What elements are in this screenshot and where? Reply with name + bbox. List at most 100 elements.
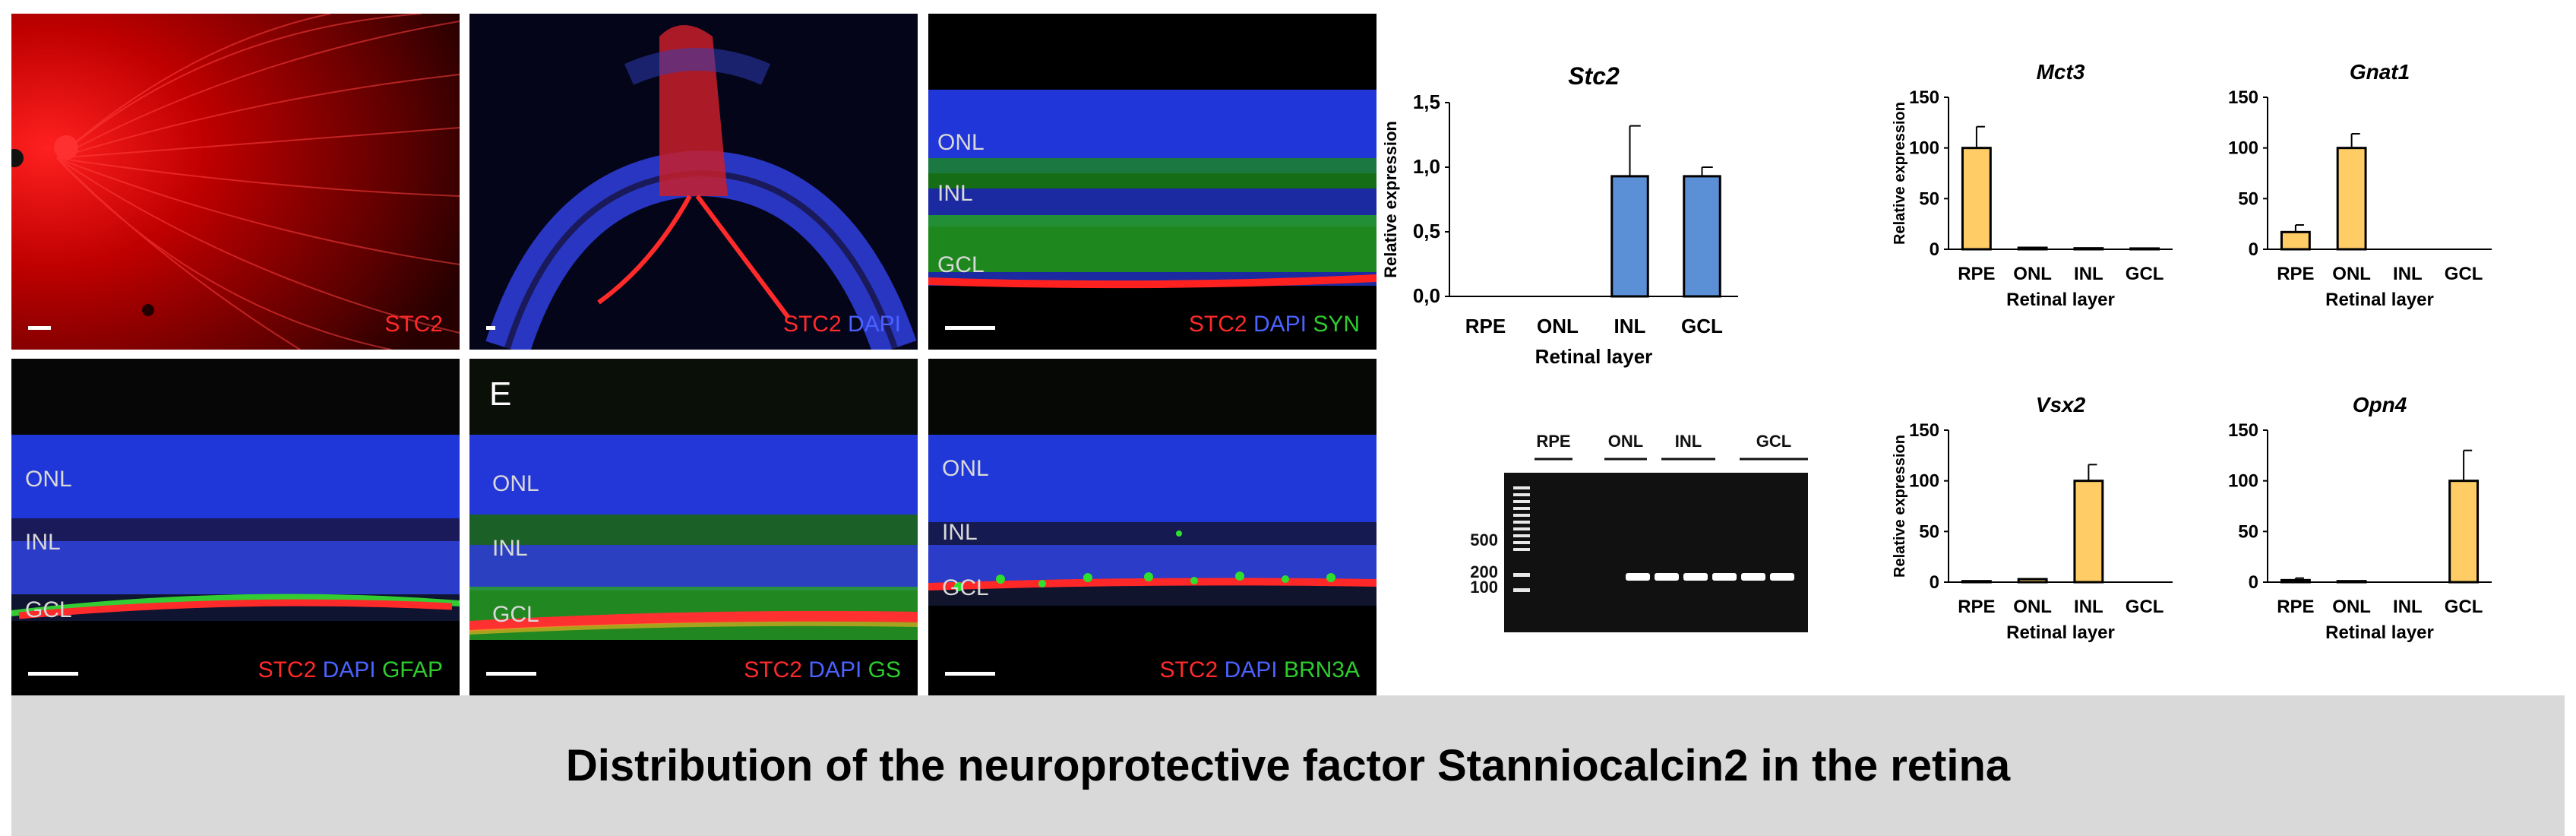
stain-legend: STC2 DAPI SYN bbox=[1189, 312, 1360, 337]
pcr-band bbox=[1683, 573, 1708, 581]
wholemount-image bbox=[11, 14, 460, 350]
scale-bar bbox=[945, 672, 995, 676]
stain-legend: STC2 DAPI BRN3A bbox=[1160, 657, 1360, 683]
pcr-band bbox=[1770, 573, 1794, 581]
ladder-size-label: 200 bbox=[1470, 562, 1498, 581]
bar-rpe bbox=[1961, 147, 1992, 251]
legend-stc2: STC2 bbox=[384, 312, 443, 337]
layer-label-onl: ONL bbox=[937, 130, 985, 155]
chart-opn4: Opn4 0 50 100 150 RPE ONL INL GCL Retinal layer bbox=[2203, 393, 2507, 686]
y-tick-label: 50 bbox=[2238, 188, 2258, 209]
chart-gnat1-svg: Gnat1 0 50 100 150 RPE ONL INL GCL Retinal layer bbox=[2228, 60, 2492, 310]
scale-bar bbox=[486, 326, 495, 330]
legend-dapi: DAPI bbox=[1253, 312, 1307, 337]
category-label: INL bbox=[1614, 315, 1646, 337]
bar-inl bbox=[1610, 175, 1649, 298]
gel-lane-label: RPE bbox=[1536, 432, 1570, 451]
chart-mct3: Mct3 0 50 100 150 Relative expression RPE ONL IN… bbox=[1884, 60, 2188, 353]
y-tick-label: 100 bbox=[1909, 138, 1939, 159]
gel-lane-label: INL bbox=[1675, 432, 1702, 451]
legend-dapi: DAPI bbox=[322, 657, 376, 682]
panel-d-retina-gfap: ONL INL GCL STC2 DAPI GFAP bbox=[11, 359, 460, 695]
category-label: RPE bbox=[2277, 264, 2314, 284]
retina-gs-image bbox=[469, 359, 918, 640]
legend-gfap: GFAP bbox=[381, 657, 443, 682]
ladder-band bbox=[1513, 534, 1530, 537]
ladder-band bbox=[1513, 548, 1530, 551]
category-label: INL bbox=[2074, 597, 2103, 617]
category-label: INL bbox=[2074, 264, 2103, 284]
ladder-band bbox=[1513, 521, 1530, 524]
layer-label-inl: INL bbox=[937, 181, 973, 206]
retina-brn3a-image bbox=[928, 359, 1377, 606]
x-axis-label: Retinal layer bbox=[2325, 290, 2434, 310]
chart-stc2-svg: Stc2 0,0 0,5 1,0 1,5 Relative expression RPE ON… bbox=[1381, 62, 1738, 368]
y-tick-label: 50 bbox=[1919, 521, 1939, 542]
stain-legend: STC2 DAPI GFAP bbox=[258, 657, 443, 683]
category-label: GCL bbox=[2126, 264, 2164, 284]
category-label: RPE bbox=[2277, 597, 2314, 617]
bar-rpe bbox=[2280, 578, 2311, 584]
category-label: INL bbox=[2393, 597, 2423, 617]
layer-label-gcl: GCL bbox=[937, 252, 985, 277]
pcr-band bbox=[1626, 573, 1650, 581]
chart-vsx2: Vsx2 0 50 100 150 Relative expression RPE ONL IN… bbox=[1884, 393, 2188, 686]
bar-rpe bbox=[1961, 580, 1992, 584]
stain-legend: STC2 bbox=[384, 312, 443, 337]
y-tick-label: 0 bbox=[1930, 239, 1939, 260]
pcr-band bbox=[1655, 573, 1679, 581]
legend-stc2: STC2 bbox=[782, 312, 842, 337]
stain-legend: STC2 DAPI GS bbox=[744, 657, 901, 683]
ladder-band bbox=[1513, 493, 1530, 496]
layer-label-inl: INL bbox=[492, 536, 528, 561]
ladder-size-label: 100 bbox=[1470, 578, 1498, 597]
legend-syn: SYN bbox=[1313, 312, 1360, 337]
chart-opn4-svg: Opn4 0 50 100 150 RPE ONL INL GCL Retinal layer bbox=[2228, 393, 2492, 643]
bar-onl bbox=[2017, 578, 2048, 584]
ladder-band bbox=[1513, 486, 1530, 489]
panel-c-retina-syn: ONL INL GCL STC2 DAPI SYN bbox=[928, 14, 1377, 350]
legend-stc2: STC2 bbox=[258, 657, 317, 682]
category-label: RPE bbox=[1958, 264, 1995, 284]
ladder-band bbox=[1513, 514, 1530, 517]
bar-onl bbox=[2336, 147, 2367, 251]
panel-e-retina-gs: E ONL INL GCL STC2 DAPI GS bbox=[469, 359, 918, 695]
pcr-band bbox=[1741, 573, 1765, 581]
layer-label-gcl: GCL bbox=[25, 597, 72, 622]
legend-stc2: STC2 bbox=[1188, 312, 1247, 337]
pcr-band bbox=[1712, 573, 1737, 581]
gel-lane-label: GCL bbox=[1756, 432, 1791, 451]
chart-title: Mct3 bbox=[2037, 60, 2085, 84]
bar-rpe bbox=[2280, 230, 2311, 251]
legend-dapi: DAPI bbox=[808, 657, 862, 682]
y-axis-label: Relative expression bbox=[1381, 121, 1400, 278]
layer-label-inl: INL bbox=[25, 530, 61, 555]
retina-syn-image bbox=[928, 90, 1377, 289]
scale-bar bbox=[28, 326, 51, 330]
title-banner: Distribution of the neuroprotective fact… bbox=[11, 695, 2565, 836]
ladder-size-label: 500 bbox=[1470, 530, 1498, 549]
scale-bar bbox=[28, 672, 78, 676]
category-label: GCL bbox=[1681, 315, 1723, 337]
legend-dapi: DAPI bbox=[847, 312, 901, 337]
legend-gs: GS bbox=[868, 657, 901, 682]
chart-gnat1: Gnat1 0 50 100 150 RPE ONL INL GCL Retinal layer bbox=[2203, 60, 2507, 353]
y-tick-label: 150 bbox=[2228, 87, 2258, 108]
ladder-band bbox=[1513, 527, 1530, 530]
category-label: ONL bbox=[2332, 597, 2371, 617]
y-tick-label: 0 bbox=[1930, 572, 1939, 593]
x-axis-label: Retinal layer bbox=[2006, 622, 2115, 643]
y-tick-label: 50 bbox=[1919, 188, 1939, 209]
panel-b-section: STC2 DAPI bbox=[469, 14, 918, 350]
category-label: GCL bbox=[2445, 597, 2483, 617]
scale-bar bbox=[945, 326, 995, 330]
y-tick-label: 50 bbox=[2238, 521, 2258, 542]
chart-stc2: Stc2 0,0 0,5 1,0 1,5 Relative expression RPE ON… bbox=[1381, 61, 1762, 399]
legend-dapi: DAPI bbox=[1224, 657, 1278, 682]
category-label: RPE bbox=[1465, 315, 1506, 337]
bar-gcl bbox=[2448, 480, 2480, 584]
ladder-band bbox=[1513, 500, 1530, 503]
gel-image bbox=[1504, 473, 1808, 632]
layer-label-inl: INL bbox=[942, 520, 978, 545]
